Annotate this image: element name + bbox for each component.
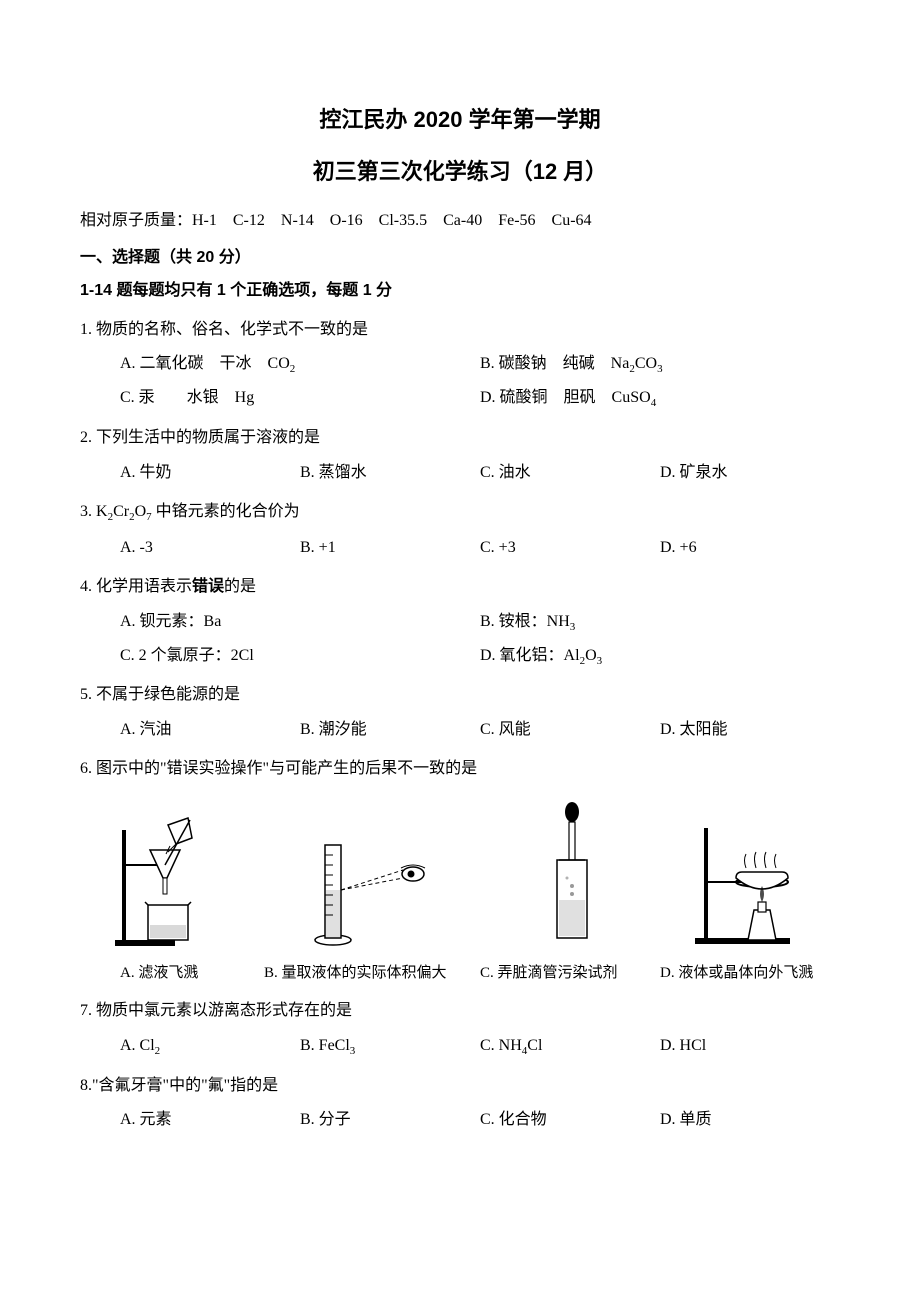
q1-text: 1. 物质的名称、俗名、化学式不一致的是	[80, 316, 840, 345]
q5-option-a: A. 汽油	[120, 716, 300, 745]
q6-text: 6. 图示中的"错误实验操作"与可能产生的后果不一致的是	[80, 755, 840, 784]
q3-option-b: B. +1	[300, 534, 480, 563]
q8-text: 8."含氟牙膏"中的"氟"指的是	[80, 1072, 840, 1101]
q7-option-b: B. FeCl3	[300, 1032, 480, 1062]
q2-option-a: A. 牛奶	[120, 459, 300, 488]
q2-option-d: D. 矿泉水	[660, 459, 840, 488]
title-line-2: 初三第三次化学练习（12 月）	[80, 152, 840, 192]
q2-text: 2. 下列生活中的物质属于溶液的是	[80, 424, 840, 453]
q8-option-b: B. 分子	[300, 1106, 480, 1135]
q2-option-c: C. 油水	[480, 459, 660, 488]
q6-images	[80, 790, 840, 960]
q6-image-a	[110, 810, 210, 954]
q1-option-b: B. 碳酸钠 纯碱 Na2CO3	[480, 350, 840, 380]
dropper-bottle-icon	[537, 800, 607, 950]
q4-option-b: B. 铵根：NH3	[480, 608, 840, 638]
question-7: 7. 物质中氯元素以游离态形式存在的是 A. Cl2 B. FeCl3 C. N…	[80, 997, 840, 1062]
evaporation-setup-icon	[690, 810, 820, 950]
question-3: 3. K2Cr2O7 中铬元素的化合价为 A. -3 B. +1 C. +3 D…	[80, 498, 840, 563]
q4-option-d: D. 氧化铝：Al2O3	[480, 642, 840, 672]
q4-text: 4. 化学用语表示错误的是	[80, 573, 840, 602]
section-header: 一、选择题（共 20 分）	[80, 244, 840, 273]
question-1: 1. 物质的名称、俗名、化学式不一致的是 A. 二氧化碳 干冰 CO2 B. 碳…	[80, 316, 840, 415]
q3-option-d: D. +6	[660, 534, 840, 563]
q7-option-c: C. NH4Cl	[480, 1032, 660, 1062]
q6-image-b	[293, 820, 453, 954]
q1-option-a: A. 二氧化碳 干冰 CO2	[120, 350, 480, 380]
q7-option-d: D. HCl	[660, 1032, 840, 1062]
q6-caption-a: A. 滤液飞溅	[120, 960, 264, 987]
q5-option-c: C. 风能	[480, 716, 660, 745]
question-2: 2. 下列生活中的物质属于溶液的是 A. 牛奶 B. 蒸馏水 C. 油水 D. …	[80, 424, 840, 488]
instruction: 1-14 题每题均只有 1 个正确选项，每题 1 分	[80, 277, 840, 306]
q5-text: 5. 不属于绿色能源的是	[80, 681, 840, 710]
q5-option-d: D. 太阳能	[660, 716, 840, 745]
question-5: 5. 不属于绿色能源的是 A. 汽油 B. 潮汐能 C. 风能 D. 太阳能	[80, 681, 840, 745]
q4-option-a: A. 钡元素：Ba	[120, 608, 480, 638]
q8-option-a: A. 元素	[120, 1106, 300, 1135]
question-4: 4. 化学用语表示错误的是 A. 钡元素：Ba B. 铵根：NH3 C. 2 个…	[80, 573, 840, 672]
atomic-masses: 相对原子质量：H-1 C-12 N-14 O-16 Cl-35.5 Ca-40 …	[80, 207, 840, 236]
question-6: 6. 图示中的"错误实验操作"与可能产生的后果不一致的是	[80, 755, 840, 987]
q7-text: 7. 物质中氯元素以游离态形式存在的是	[80, 997, 840, 1026]
q6-image-d	[690, 810, 820, 954]
q1-option-c: C. 汞 水银 Hg	[120, 384, 480, 414]
q5-option-b: B. 潮汐能	[300, 716, 480, 745]
graduated-cylinder-icon	[293, 820, 453, 950]
q1-option-d: D. 硫酸铜 胆矾 CuSO4	[480, 384, 840, 414]
q8-option-c: C. 化合物	[480, 1106, 660, 1135]
q3-text: 3. K2Cr2O7 中铬元素的化合价为	[80, 498, 840, 528]
question-8: 8."含氟牙膏"中的"氟"指的是 A. 元素 B. 分子 C. 化合物 D. 单…	[80, 1072, 840, 1136]
filter-apparatus-icon	[110, 810, 210, 950]
q6-image-c	[537, 800, 607, 954]
q8-option-d: D. 单质	[660, 1106, 840, 1135]
q2-option-b: B. 蒸馏水	[300, 459, 480, 488]
q3-option-a: A. -3	[120, 534, 300, 563]
q7-option-a: A. Cl2	[120, 1032, 300, 1062]
title-line-1: 控江民办 2020 学年第一学期	[80, 100, 840, 140]
q4-option-c: C. 2 个氯原子：2Cl	[120, 642, 480, 672]
q6-caption-c: C. 弄脏滴管污染试剂	[480, 960, 660, 987]
q6-caption-b: B. 量取液体的实际体积偏大	[264, 960, 480, 987]
q3-option-c: C. +3	[480, 534, 660, 563]
q6-caption-d: D. 液体或晶体向外飞溅	[660, 960, 840, 987]
